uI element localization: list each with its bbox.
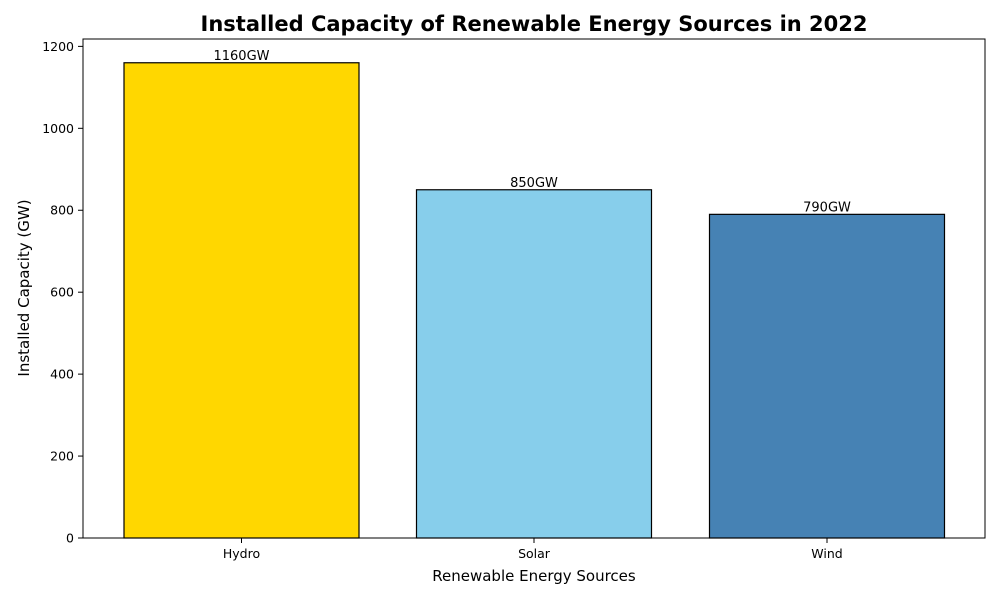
bar-solar bbox=[415, 189, 653, 539]
y-tick-label: 400 bbox=[50, 367, 74, 382]
data-label-wind: 790GW bbox=[803, 200, 851, 215]
y-tick-label: 800 bbox=[50, 203, 74, 218]
x-tick-label: Hydro bbox=[223, 546, 260, 561]
y-tick-label: 200 bbox=[50, 449, 74, 464]
data-label-solar: 850GW bbox=[510, 176, 558, 191]
x-tick-label: Solar bbox=[518, 546, 551, 561]
data-label-hydro: 1160GW bbox=[213, 49, 269, 64]
y-tick-label: 600 bbox=[50, 285, 74, 300]
bar-wind bbox=[708, 213, 946, 539]
axes-frame bbox=[82, 38, 986, 539]
y-axis-label: Installed Capacity (GW) bbox=[15, 199, 33, 376]
plot-area: 1160GW Hydro 850GW Solar 790GW Wind 0 200 400 600… bbox=[42, 38, 986, 561]
x-tick-label: Wind bbox=[811, 546, 842, 561]
bar-hydro bbox=[123, 62, 360, 539]
x-axis-label: Renewable Energy Sources bbox=[432, 567, 636, 585]
chart-title: Installed Capacity of Renewable Energy S… bbox=[201, 12, 868, 36]
y-tick-label: 1000 bbox=[42, 121, 74, 136]
y-tick-label: 1200 bbox=[42, 39, 74, 54]
y-tick-label: 0 bbox=[66, 531, 74, 546]
